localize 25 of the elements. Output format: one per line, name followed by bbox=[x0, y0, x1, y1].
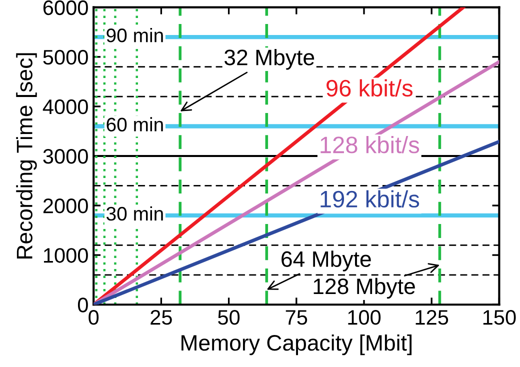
x-tick-label: 0 bbox=[88, 310, 99, 325]
x-axis-title: Memory Capacity [Mbit] bbox=[182, 334, 412, 356]
series-label: 96 kbit/s bbox=[326, 79, 413, 97]
annotation: 64 Mbyte bbox=[282, 250, 371, 272]
y-tick-label: 4000 bbox=[42, 99, 88, 114]
series-label: 192 kbit/s bbox=[320, 190, 420, 208]
x-tick-label: 150 bbox=[483, 310, 516, 325]
ref-line-label: 30 min bbox=[106, 206, 163, 221]
y-tick-label: 3000 bbox=[43, 148, 88, 164]
y-tick-label: 0 bbox=[78, 298, 88, 312]
x-tick-label: 25 bbox=[150, 310, 172, 325]
annotation: 32 Mbyte bbox=[224, 49, 314, 70]
y-tick-label: 6000 bbox=[43, 0, 88, 16]
y-tick-label: 2000 bbox=[43, 198, 88, 214]
x-tick-label: 75 bbox=[286, 310, 308, 325]
series-label: 128 kbit/s bbox=[320, 136, 420, 154]
ref-line-label: 90 min bbox=[106, 28, 163, 42]
ref-line-label: 60 min bbox=[106, 117, 163, 132]
y-tick-label: 1000 bbox=[44, 248, 88, 263]
x-tick-label: 100 bbox=[348, 310, 381, 325]
x-tick-label: 125 bbox=[416, 310, 448, 325]
annotation: 128 Mbyte bbox=[314, 278, 415, 299]
x-tick-label: 50 bbox=[218, 310, 240, 325]
y-tick-label: 5000 bbox=[43, 50, 88, 65]
y-axis-title: Recording Time [sec] bbox=[16, 53, 37, 259]
